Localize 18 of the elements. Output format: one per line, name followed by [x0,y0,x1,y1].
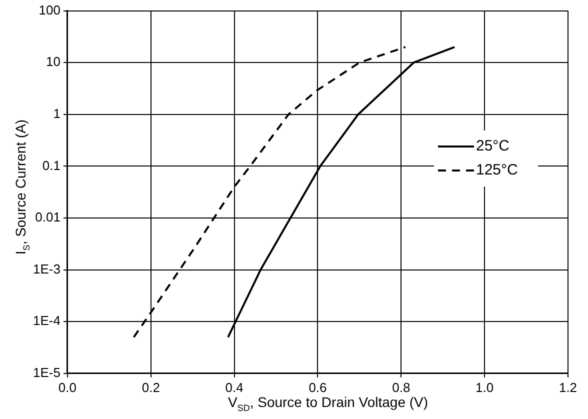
x-tick-label: 0.0 [58,380,76,395]
x-axis-title: V$_{SD}$, Source to Drain Voltage (V) [226,394,430,413]
y-tick-label: 1 [53,106,60,121]
y-tick-label: 1E-4 [32,313,60,328]
y-tick-label: 100 [38,2,60,18]
y-tick-label: 0.1 [42,158,60,173]
y-tick-label: 10 [46,54,60,70]
legend-label: 25°C [476,138,510,155]
x-tick-label: 0.6 [308,380,327,395]
y-tick-label: 0.01 [35,210,60,225]
y-tick-label: 1E-3 [32,261,60,276]
y-tick-label: 1E-5 [32,364,60,380]
legend-label: 125°C [476,162,518,179]
x-tick-label: 1.2 [558,380,578,395]
x-tick-label: 1.0 [476,380,494,395]
x-tick-label: 0.2 [142,380,160,395]
x-tick-label: 0.8 [392,380,410,395]
x-tick-label: 0.4 [225,380,244,395]
